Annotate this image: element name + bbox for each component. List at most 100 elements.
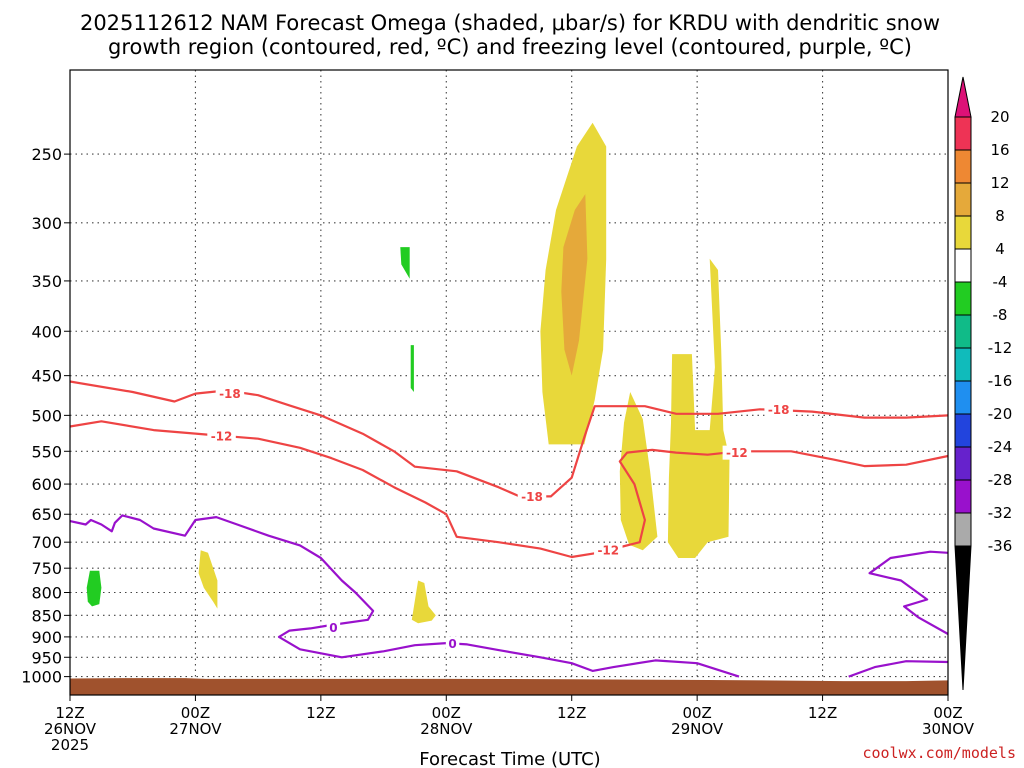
x-tick-label-0-1: 26NOV [44, 720, 97, 738]
x-tick-label-0-0: 12Z [55, 704, 84, 722]
colorbar-label-8: 8 [995, 207, 1005, 225]
colorbar-label--36: -36 [988, 537, 1013, 555]
colorbar-bin--12-to--16 [954, 347, 972, 382]
isotherm-label-bg-0-1 [517, 489, 547, 504]
terrain [70, 678, 948, 695]
isotherm-label--18-0-2: -18 [768, 403, 790, 417]
colorbar-label-16: 16 [990, 141, 1009, 159]
colorbar-label--20: -20 [988, 405, 1013, 423]
x-tick-label-72-0: 12Z [808, 704, 837, 722]
colorbar-label-12: 12 [990, 174, 1009, 192]
colorbar-bin-12-to-8 [954, 182, 972, 217]
isotherm-label-bg-1-2 [722, 445, 752, 460]
y-tick-label-750: 750 [31, 559, 62, 578]
isotherm-line--12-1 [69, 420, 949, 559]
freezing-level-line-0-2 [868, 550, 949, 635]
omega-region--4--8-6 [400, 247, 410, 279]
isotherm-label--12-1-2: -12 [726, 446, 748, 460]
isotherm-label--12-1-0: -12 [211, 429, 233, 443]
colorbar-bin-16-to-12 [954, 149, 972, 184]
x-tick-label-36-0: 00Z [432, 704, 461, 722]
y-tick-label-550: 550 [31, 442, 62, 461]
colorbar-bin--4-to--8 [954, 281, 972, 316]
isotherm-label-bg-0-0 [215, 386, 245, 401]
x-tick-label-12-1: 27NOV [169, 720, 222, 738]
freezing-level-contours: 00 [69, 514, 949, 678]
omega-shading [86, 122, 730, 624]
x-axis-label: Forecast Time (UTC) [419, 749, 600, 768]
x-tick-label-12-0: 00Z [181, 704, 210, 722]
colorbar-label--8: -8 [993, 306, 1008, 324]
colorbar-label-20: 20 [990, 108, 1009, 126]
colorbar-label-4: 4 [995, 240, 1005, 258]
colorbar-label--16: -16 [988, 372, 1013, 390]
freezing-level-line-0-0 [69, 514, 740, 678]
chart-title-line-2: growth region (contoured, red, ºC) and f… [108, 35, 912, 59]
colorbar-bin--20-to--24 [954, 413, 972, 448]
y-tick-label-400: 400 [31, 322, 62, 341]
isotherm-label--18-0-1: -18 [521, 490, 543, 504]
y-tick-label-600: 600 [31, 475, 62, 494]
gridlines [70, 70, 948, 695]
isotherm-label-bg-1-1 [594, 543, 623, 558]
omega-region-4-8-4 [198, 550, 218, 609]
omega-region-8-12-1 [561, 194, 588, 376]
omega-region--4--8-8 [86, 570, 102, 607]
colorbar-bin--8-to--12 [954, 314, 972, 349]
colorbar-label--24: -24 [988, 438, 1013, 456]
colorbar-bin-8-to-4 [954, 215, 972, 250]
colorbar-bin--24-to--28 [954, 446, 972, 481]
omega-region--4--8-7 [410, 345, 414, 392]
y-tick-label-950: 950 [31, 648, 62, 667]
y-tick-label-700: 700 [31, 533, 62, 552]
colorbar-bin--16-to--20 [954, 380, 972, 415]
isotherm-label--12-1-1: -12 [597, 544, 619, 558]
y-tick-label-650: 650 [31, 505, 62, 524]
freezing-level-line-0-1 [848, 660, 949, 678]
colorbar-bin--32-to--36 [954, 512, 972, 547]
omega-region-4-8-2 [619, 392, 658, 551]
y-tick-label-900: 900 [31, 628, 62, 647]
colorbar-label--28: -28 [988, 471, 1013, 489]
y-tick-label-800: 800 [31, 584, 62, 603]
y-tick-label-850: 850 [31, 606, 62, 625]
x-tick-label-84-0: 00Z [933, 704, 962, 722]
credit-text: coolwx.com/models [862, 744, 1016, 762]
colorbar-label--4: -4 [993, 273, 1008, 291]
omega-region-4-8-3 [667, 258, 730, 558]
isotherm-line--18-0 [69, 380, 949, 498]
x-tick-label-0-2: 2025 [51, 736, 89, 754]
colorbar-label--12: -12 [988, 339, 1013, 357]
isotherm-label-bg-1-0 [207, 428, 236, 443]
y-tick-label-350: 350 [31, 272, 62, 291]
freezing-level-label-bg-0-0 [326, 620, 341, 635]
colorbar-bin-20-to-16 [954, 116, 972, 151]
x-tick-label-60-0: 00Z [682, 704, 711, 722]
freezing-level-label-0-0-1: 0 [448, 637, 456, 651]
isotherm-label-bg-0-2 [764, 402, 793, 417]
isotherm-label--18-0-0: -18 [219, 387, 241, 401]
y-tick-label-500: 500 [31, 406, 62, 425]
y-tick-label-250: 250 [31, 145, 62, 164]
colorbar-bin-4-to--4 [954, 248, 972, 283]
colorbar-bin--28-to--32 [954, 479, 972, 514]
y-tick-label-1000: 1000 [21, 668, 62, 687]
terrain-fill [70, 678, 948, 695]
y-axis: 250 300 350 400 450 500 550 600 650 700 750 800 850 9… [21, 145, 70, 687]
colorbar-legend: 20 16 12 8 4 -4 -8 -12 -16 -20 -24 -28 -32 -36 [954, 76, 1013, 691]
freezing-level-label-bg-0-1 [445, 636, 460, 651]
omega-region-4-8-5 [411, 580, 436, 624]
chart-title-line-1: 2025112612 NAM Forecast Omega (shaded, μ… [80, 11, 940, 35]
isotherm-contours: -18 -18 -18 -12 -12 -12 [69, 380, 949, 559]
plot-frame [69, 69, 949, 696]
x-tick-label-48-0: 12Z [557, 704, 586, 722]
freezing-level-label-0-0-0: 0 [329, 621, 337, 635]
colorbar-label--32: -32 [988, 504, 1013, 522]
x-tick-label-36-1: 28NOV [420, 720, 473, 738]
y-tick-label-300: 300 [31, 214, 62, 233]
x-tick-label-84-1: 30NOV [922, 720, 975, 738]
x-tick-label-24-0: 12Z [306, 704, 335, 722]
colorbar-top-arrow [954, 76, 972, 118]
